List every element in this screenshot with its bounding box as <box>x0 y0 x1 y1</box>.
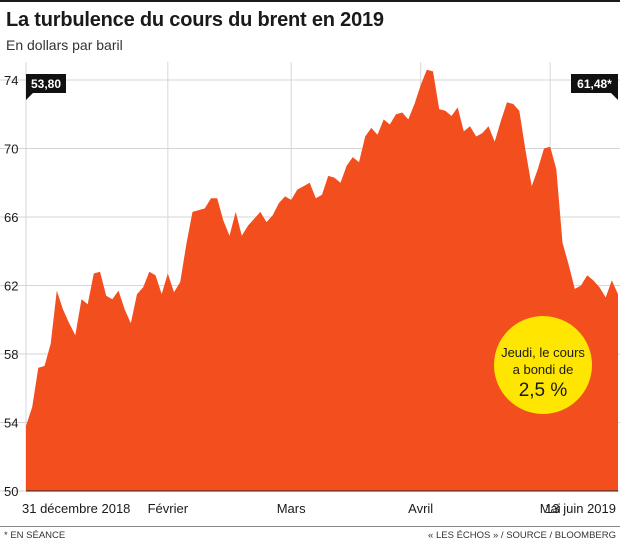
callout-line2: a bondi de <box>513 362 574 377</box>
x-tick-label: 31 décembre 2018 <box>22 501 130 516</box>
x-tick-label: Mai <box>540 501 561 516</box>
y-tick-label: 66 <box>4 210 18 225</box>
end-value-label: 61,48* <box>577 77 612 91</box>
start-value-tag <box>26 74 66 93</box>
start-value-label: 53,80 <box>31 77 61 91</box>
x-tick-label: 13 juin 2019 <box>545 501 616 516</box>
footer-rule <box>0 526 620 527</box>
end-value-pointer <box>611 93 618 100</box>
start-value-pointer <box>26 93 33 100</box>
x-tick-label: Avril <box>408 501 433 516</box>
y-tick-label: 54 <box>4 416 18 431</box>
callout-circle <box>494 316 592 414</box>
top-rule <box>0 0 620 2</box>
x-tick-label: Mars <box>277 501 306 516</box>
y-tick-label: 70 <box>4 142 18 157</box>
footnote: * EN SÉANCE <box>4 530 66 541</box>
callout-value: 2,5 % <box>519 380 568 401</box>
chart-subtitle: En dollars par baril <box>6 37 123 53</box>
y-tick-label: 74 <box>4 73 18 88</box>
source-credit: « LES ÉCHOS » / SOURCE / BLOOMBERG <box>428 530 616 541</box>
y-tick-label: 58 <box>4 347 18 362</box>
y-tick-label: 50 <box>4 484 18 499</box>
end-value-tag <box>571 74 618 93</box>
chart-title: La turbulence du cours du brent en 2019 <box>6 9 384 31</box>
y-tick-label: 62 <box>4 279 18 294</box>
series-area <box>26 69 618 491</box>
callout-line1: Jeudi, le cours <box>501 345 585 360</box>
x-tick-label: Février <box>148 501 189 516</box>
